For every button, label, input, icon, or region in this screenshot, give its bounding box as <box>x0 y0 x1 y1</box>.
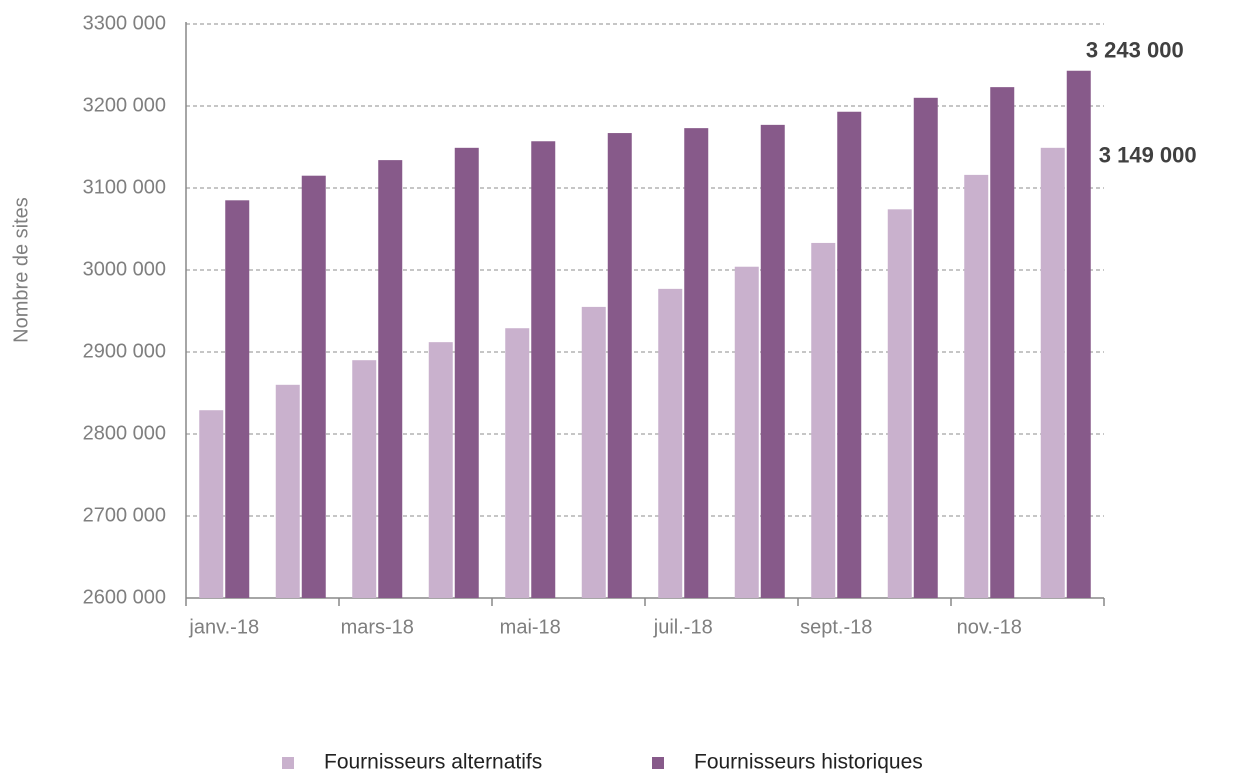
x-tick-label: mars-18 <box>341 616 414 638</box>
y-tick-label: 3200 000 <box>83 94 166 116</box>
y-tick-label: 2800 000 <box>83 422 166 444</box>
y-tick-label: 3100 000 <box>83 176 166 198</box>
bar <box>531 141 556 598</box>
x-tick-label: juil.-18 <box>653 616 713 638</box>
bar <box>275 384 300 598</box>
y-tick-label: 2900 000 <box>83 340 166 362</box>
bar <box>964 174 989 598</box>
bar <box>505 328 530 598</box>
bar <box>734 266 759 598</box>
bar <box>225 200 250 599</box>
bar <box>913 97 938 599</box>
x-tick-label: sept.-18 <box>800 616 872 638</box>
bar <box>428 342 453 598</box>
y-tick-label: 3300 000 <box>83 12 166 34</box>
x-tick-label: mai-18 <box>500 616 561 638</box>
bar <box>607 133 632 598</box>
bar <box>658 288 683 598</box>
x-tick-label: janv.-18 <box>188 616 259 638</box>
value-label: 3 149 000 <box>1099 143 1197 168</box>
legend-swatch <box>652 757 664 769</box>
bar <box>887 209 912 598</box>
bar <box>837 111 862 599</box>
bar <box>990 87 1015 598</box>
bar <box>581 306 606 598</box>
legend-swatch <box>282 757 294 769</box>
bar <box>199 410 224 598</box>
bar <box>1040 147 1065 598</box>
y-tick-label: 2600 000 <box>83 586 166 608</box>
bar <box>378 160 403 598</box>
bar <box>301 175 326 598</box>
y-tick-label: 3000 000 <box>83 258 166 280</box>
bar <box>454 147 479 598</box>
legend-label: Fournisseurs historiques <box>694 751 923 774</box>
x-tick-label: nov.-18 <box>957 616 1022 638</box>
legend-label: Fournisseurs alternatifs <box>324 751 542 774</box>
bar <box>811 242 836 598</box>
bar <box>684 128 709 598</box>
y-tick-label: 2700 000 <box>83 504 166 526</box>
value-label: 3 243 000 <box>1086 38 1184 63</box>
bar <box>760 124 785 599</box>
y-axis-label: Nombre de sites <box>10 197 32 343</box>
bar <box>352 360 377 598</box>
bar <box>1066 70 1091 599</box>
